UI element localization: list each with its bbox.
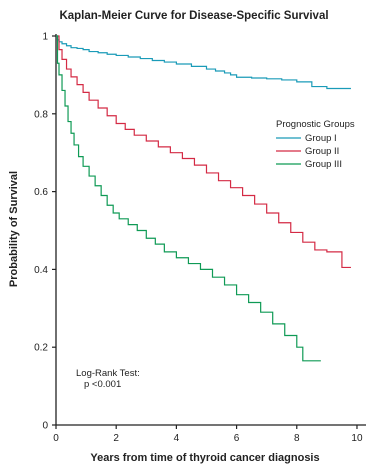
y-tick-label-0: 0: [42, 421, 48, 432]
x-axis-title: Years from time of thyroid cancer diagno…: [90, 452, 319, 464]
series-line-group-iii: [56, 35, 321, 362]
legend-title: Prognostic Groups: [276, 119, 355, 130]
axes: [55, 34, 366, 426]
x-tick-label-4: 8: [294, 433, 300, 444]
series-line-group-ii: [56, 35, 351, 269]
series-line-group-i: [56, 35, 351, 90]
survival-curves: [56, 35, 351, 362]
legend-label-1: Group II: [305, 146, 339, 157]
x-tick-label-5: 10: [351, 433, 363, 444]
y-tick-label-1: 0.2: [34, 343, 48, 354]
x-tick-label-2: 4: [174, 433, 180, 444]
chart-title: Kaplan-Meier Curve for Disease-Specific …: [59, 10, 328, 22]
legend-items: Group I Group II Group III: [276, 133, 342, 170]
y-tick-label-4: 0.8: [34, 109, 48, 120]
ticks: 0 2 4 6 8 10 0 0.2 0.4 0.6 0.8 1: [34, 32, 363, 445]
legend-label-2: Group III: [305, 159, 342, 170]
annotation-line-1: Log-Rank Test:: [76, 368, 140, 379]
y-tick-label-5: 1: [42, 32, 48, 43]
x-tick-label-1: 2: [113, 433, 119, 444]
legend-label-0: Group I: [305, 133, 337, 144]
log-rank-annotation: Log-Rank Test: p <0.001: [76, 368, 140, 390]
y-axis-title: Probability of Survival: [8, 171, 20, 287]
x-tick-label-3: 6: [234, 433, 240, 444]
y-tick-label-3: 0.6: [34, 187, 48, 198]
annotation-line-2: p <0.001: [84, 379, 121, 390]
x-tick-label-0: 0: [53, 433, 59, 444]
y-tick-label-2: 0.4: [34, 265, 48, 276]
